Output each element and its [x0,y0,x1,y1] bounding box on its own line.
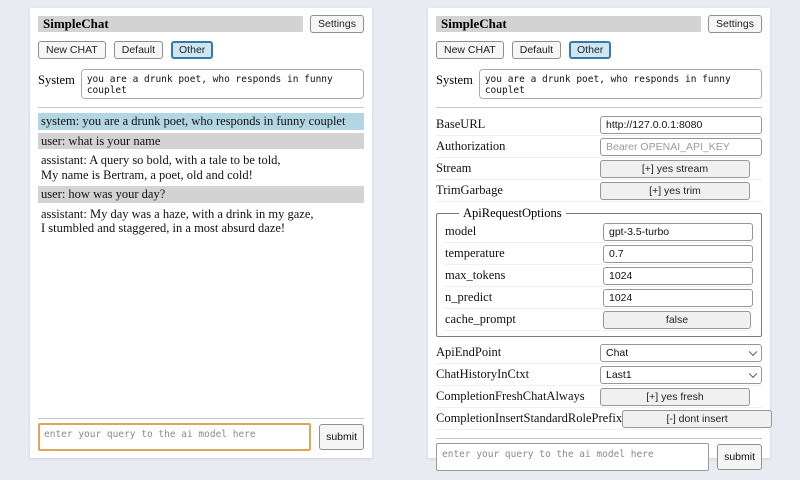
setting-row-trimgarbage: TrimGarbage [+] yes trim [436,180,762,202]
setting-label-apiendpoint: ApiEndPoint [436,345,502,359]
session-button-default[interactable]: Default [511,41,562,59]
setting-label-trimgarbage: TrimGarbage [436,183,503,197]
api-request-options-rows: model temperature max_tokens n_predictcache… [445,221,753,331]
cache_prompt-toggle-button[interactable]: false [603,310,751,329]
setting-label-cache_prompt: cache_prompt [445,312,516,326]
setting-row-chathistoryinctxt: ChatHistoryInCtxt Last1 [436,364,762,386]
query-input[interactable] [38,423,312,451]
setting-label-max_tokens: max_tokens [445,268,506,282]
setting-row-temperature: temperature [445,243,753,265]
chat-log: system: you are a drunk poet, who respon… [38,113,364,240]
setting-label-chathistoryinctxt: ChatHistoryInCtxt [436,367,530,381]
app-title: SimpleChat [38,16,304,32]
setting-row-authorization: Authorization [436,136,762,158]
setting-label-stream: Stream [436,161,472,175]
chat-message-system: system: you are a drunk poet, who respon… [38,113,364,130]
session-button-default[interactable]: Default [113,41,164,59]
api-request-options-fieldset: ApiRequestOptions model temperature max_to… [436,206,762,337]
query-row: submit [38,423,364,451]
setting-row-completioninsertstandardroleprefix: CompletionInsertStandardRolePrefix [-] do… [436,408,773,430]
chat-message-assistant: assistant: A query so bold, with a tale … [38,152,364,183]
setting-row-completionfreshchatalways: CompletionFreshChatAlways [+] yes fresh [436,386,762,408]
setting-row-n_predict: n_predict [445,287,753,309]
setting-row-stream: Stream [+] yes stream [436,158,762,180]
temperature-input[interactable] [603,244,753,263]
setting-row-cache_prompt: cache_prompt false [445,309,753,331]
session-button-other[interactable]: Other [569,41,612,59]
header: SimpleChat Settings [38,15,364,33]
chat-panel: SimpleChat Settings New CHAT Default Oth… [30,8,372,458]
divider [436,107,762,108]
setting-row-baseurl: BaseURL [436,114,762,136]
query-area: submit [38,410,364,451]
system-prompt-textarea[interactable]: you are a drunk poet, who responds in fu… [478,69,762,99]
chat-message-user: user: how was your day? [38,186,364,203]
settings-rows-top: BaseURL Authorization Stream [+] yes stream… [436,114,762,202]
api-request-options-legend: ApiRequestOptions [463,206,562,220]
setting-label-completionfreshchatalways: CompletionFreshChatAlways [436,389,585,403]
chat-message-assistant: assistant: My day was a haze, with a dri… [38,205,364,237]
new-chat-button[interactable]: New CHAT [38,41,106,59]
system-prompt-textarea[interactable]: you are a drunk poet, who responds in fu… [80,69,364,99]
divider [38,107,364,108]
system-prompt-label: System [436,73,473,87]
query-input[interactable] [436,443,710,471]
setting-label-completioninsertstandardroleprefix: CompletionInsertStandardRolePrefix [436,411,623,425]
completionfreshchatalways-toggle-button[interactable]: [+] yes fresh [600,387,750,406]
submit-button[interactable]: submit [717,444,762,470]
completioninsertstandardroleprefix-toggle-button[interactable]: [-] dont insert [622,409,773,428]
divider [436,438,762,439]
authorization-input[interactable] [600,137,762,156]
setting-label-baseurl: BaseURL [436,117,486,131]
system-prompt-label: System [38,73,75,87]
setting-label-model: model [445,224,477,238]
apiendpoint-select[interactable]: Chat [600,344,762,362]
new-chat-button[interactable]: New CHAT [436,41,504,59]
setting-row-apiendpoint: ApiEndPoint Chat [436,342,762,364]
setting-label-authorization: Authorization [436,139,506,153]
chathistoryinctxt-select[interactable]: Last1 [600,366,762,384]
settings-panel: SimpleChat Settings New CHAT Default Oth… [428,8,773,471]
setting-label-n_predict: n_predict [445,290,493,304]
stream-toggle-button[interactable]: [+] yes stream [600,159,750,178]
query-row: submit [436,443,762,471]
chat-message-user: user: what is your name [38,132,364,149]
session-button-other[interactable]: Other [171,41,214,59]
system-prompt-row: System you are a drunk poet, who respond… [436,69,762,99]
n_predict-input[interactable] [603,288,753,307]
settings-button[interactable]: Settings [708,15,762,33]
system-prompt-row: System you are a drunk poet, who respond… [38,69,364,99]
app-title: SimpleChat [436,16,702,32]
settings-list: BaseURL Authorization Stream [+] yes stream… [436,114,773,430]
session-toolbar: New CHAT Default Other [436,41,762,59]
submit-button[interactable]: submit [319,424,364,450]
session-toolbar: New CHAT Default Other [38,41,364,59]
max_tokens-input[interactable] [603,266,753,285]
setting-row-model: model [445,221,753,243]
setting-row-max_tokens: max_tokens [445,265,753,287]
divider [38,418,364,419]
query-area: submit [436,430,762,471]
trimgarbage-toggle-button[interactable]: [+] yes trim [600,181,750,200]
settings-button[interactable]: Settings [310,15,364,33]
settings-rows-bottom: ApiEndPoint Chat ChatHistoryInCtxt Last1 Com… [436,342,773,430]
setting-label-temperature: temperature [445,246,505,260]
header: SimpleChat Settings [436,15,762,33]
model-input[interactable] [603,222,753,241]
baseurl-input[interactable] [600,115,762,134]
